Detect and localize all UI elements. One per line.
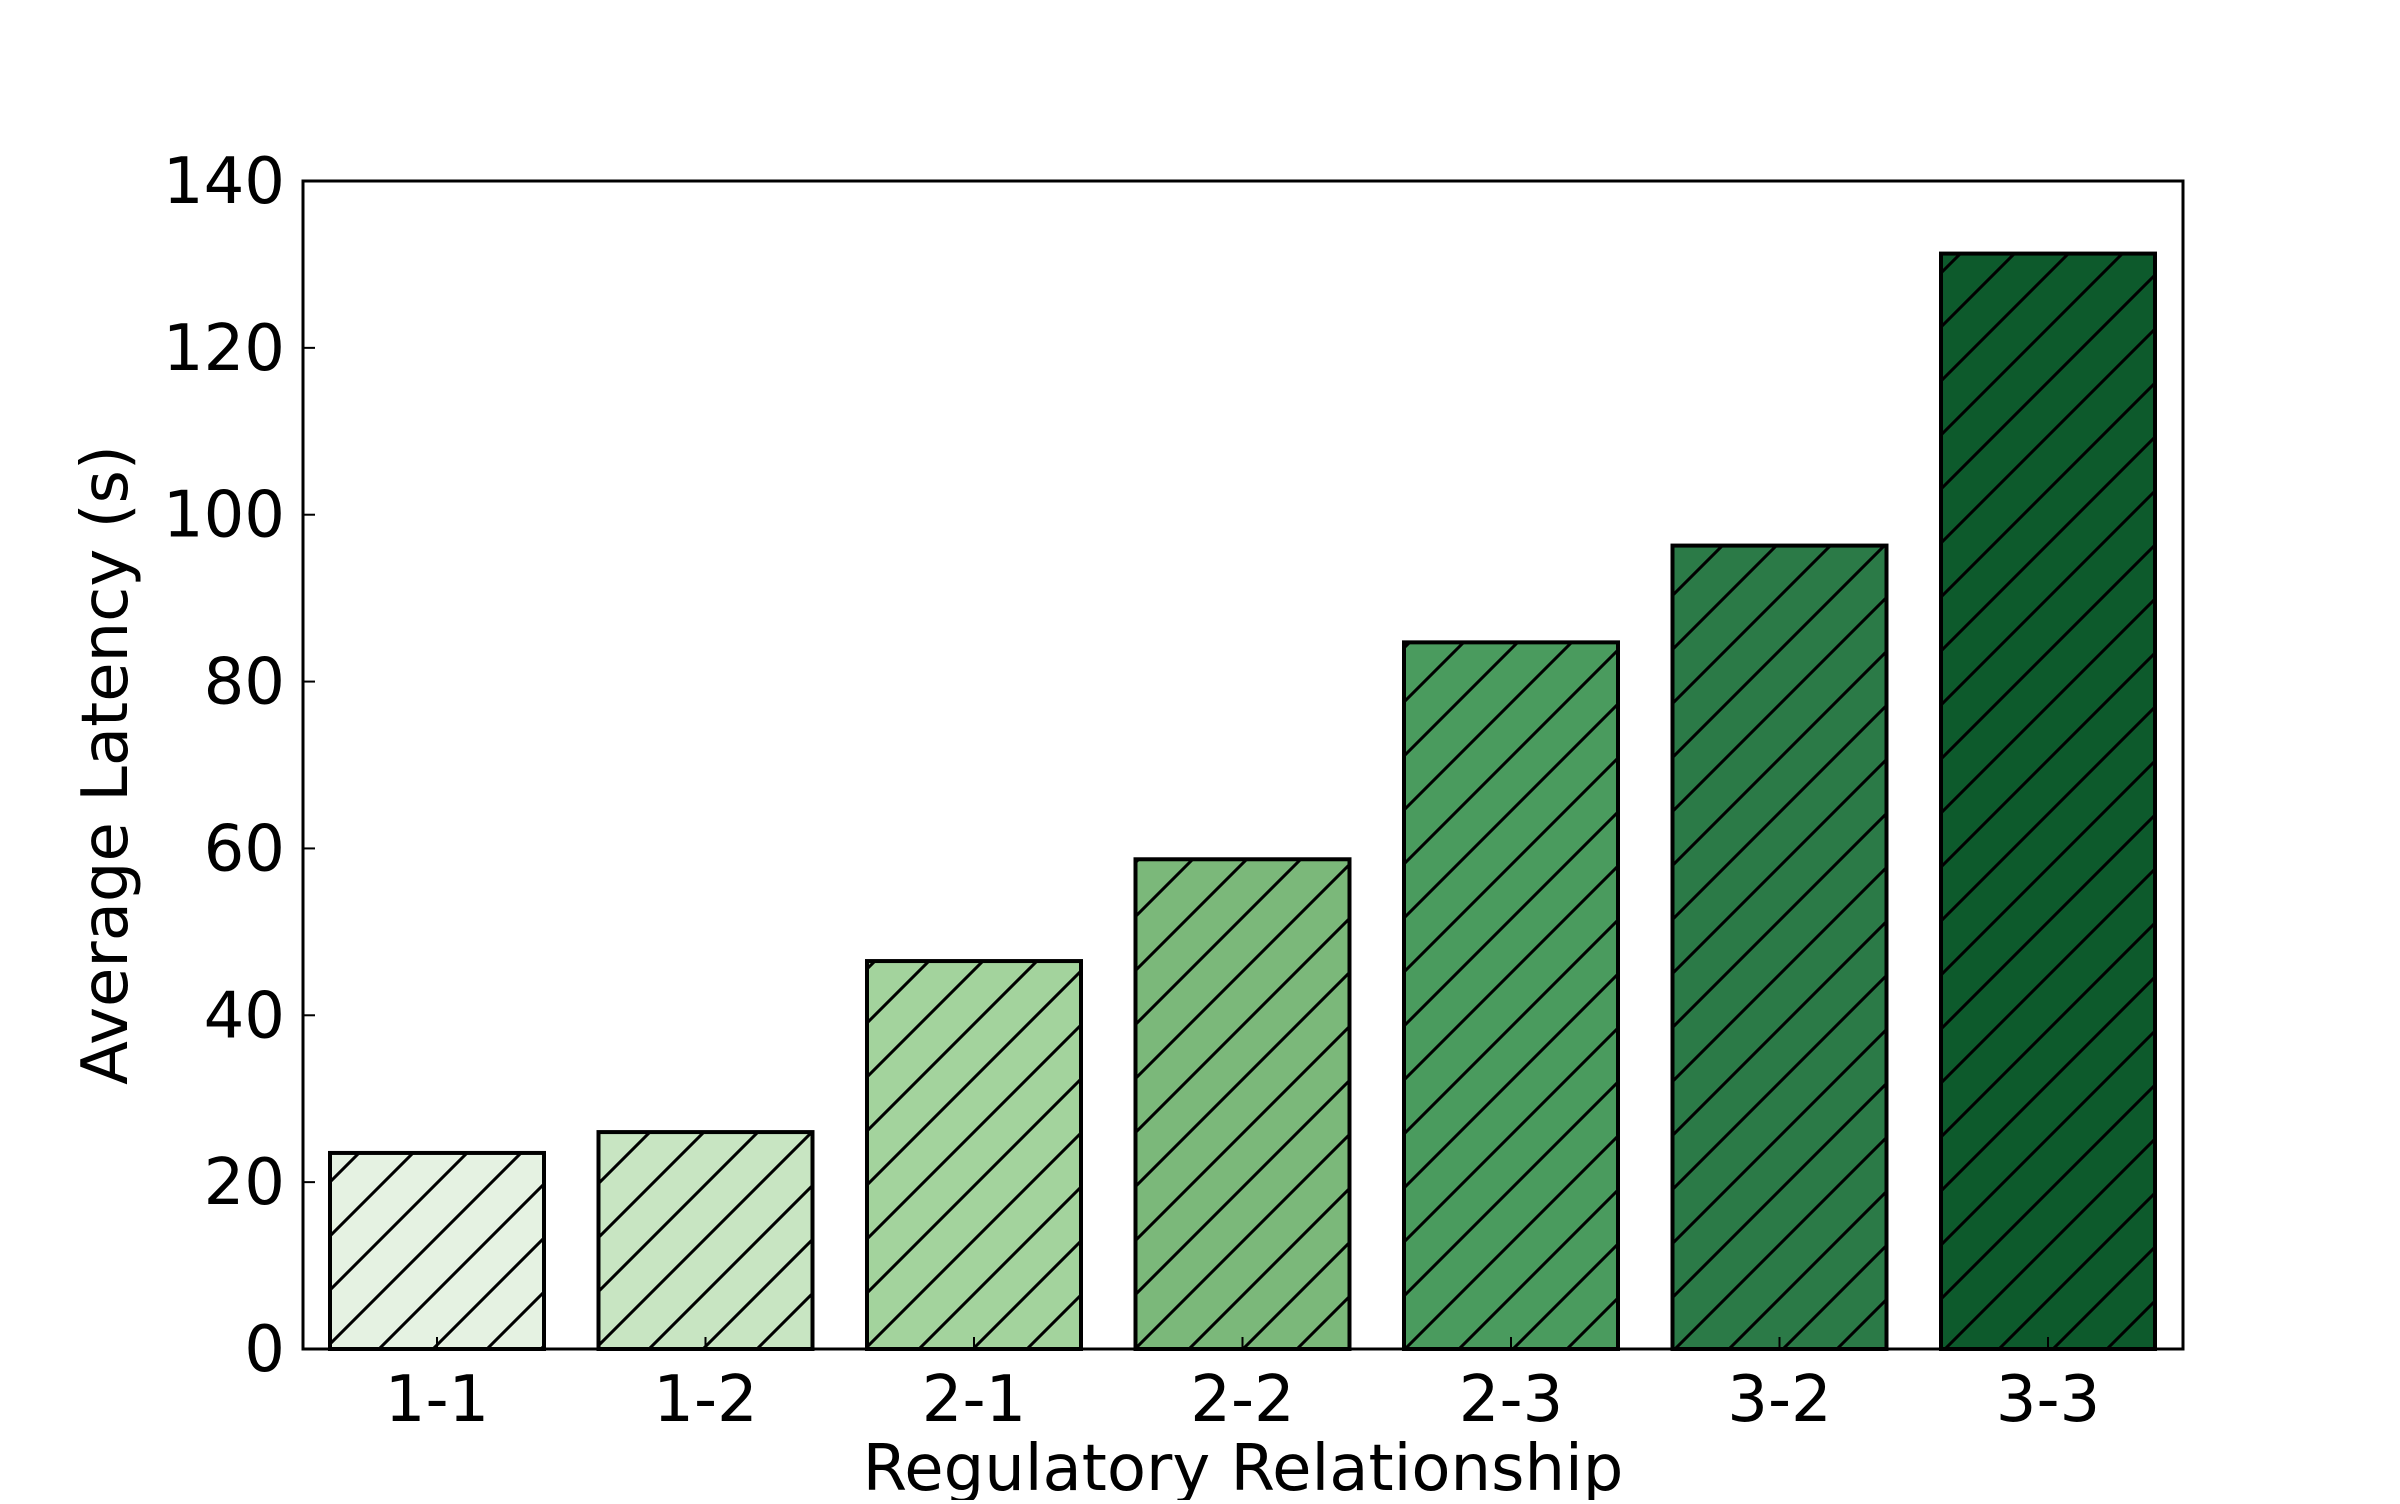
x-tick-label: 3-2 — [1727, 1363, 1832, 1437]
y-tick-label: 140 — [163, 145, 285, 219]
x-tick-label: 1-2 — [653, 1363, 758, 1437]
y-tick-label: 60 — [204, 812, 285, 886]
bar-hatch-1-1 — [328, 1150, 546, 1352]
x-tick-label: 3-3 — [1996, 1363, 2101, 1437]
y-axis-title: Average Latency (s) — [69, 445, 143, 1085]
y-tick-label: 80 — [204, 646, 285, 720]
y-tick-label: 20 — [204, 1146, 285, 1220]
bar-hatch-2-2 — [1133, 857, 1352, 1351]
y-tick-label: 120 — [163, 312, 285, 386]
x-tick-label: 1-1 — [385, 1363, 490, 1437]
plot-frame — [301, 179, 2185, 1351]
x-tick-label: 2-2 — [1190, 1363, 1295, 1437]
y-tick-label: 0 — [244, 1313, 285, 1387]
x-axis-title: Regulatory Relationship — [863, 1432, 1624, 1500]
bar-hatch-1-2 — [596, 1130, 815, 1351]
ticks-layer: 1-1 1-2 2-1 2-2 2-3 3-2 3-3 0 20 40 60 80 100 120 140 — [163, 145, 2100, 1437]
x-tick-label: 2-3 — [1459, 1363, 1564, 1437]
y-tick-label: 100 — [163, 479, 285, 553]
bar-hatch-3-2 — [1670, 543, 1889, 1351]
bar-hatch-3-3 — [1939, 251, 2157, 1351]
x-tick-label: 2-1 — [922, 1363, 1027, 1437]
y-tick-label: 40 — [204, 979, 285, 1053]
bar-hatch-2-1 — [865, 959, 1083, 1351]
bars-layer — [328, 251, 2157, 1352]
bar-hatch-2-3 — [1402, 640, 1620, 1351]
